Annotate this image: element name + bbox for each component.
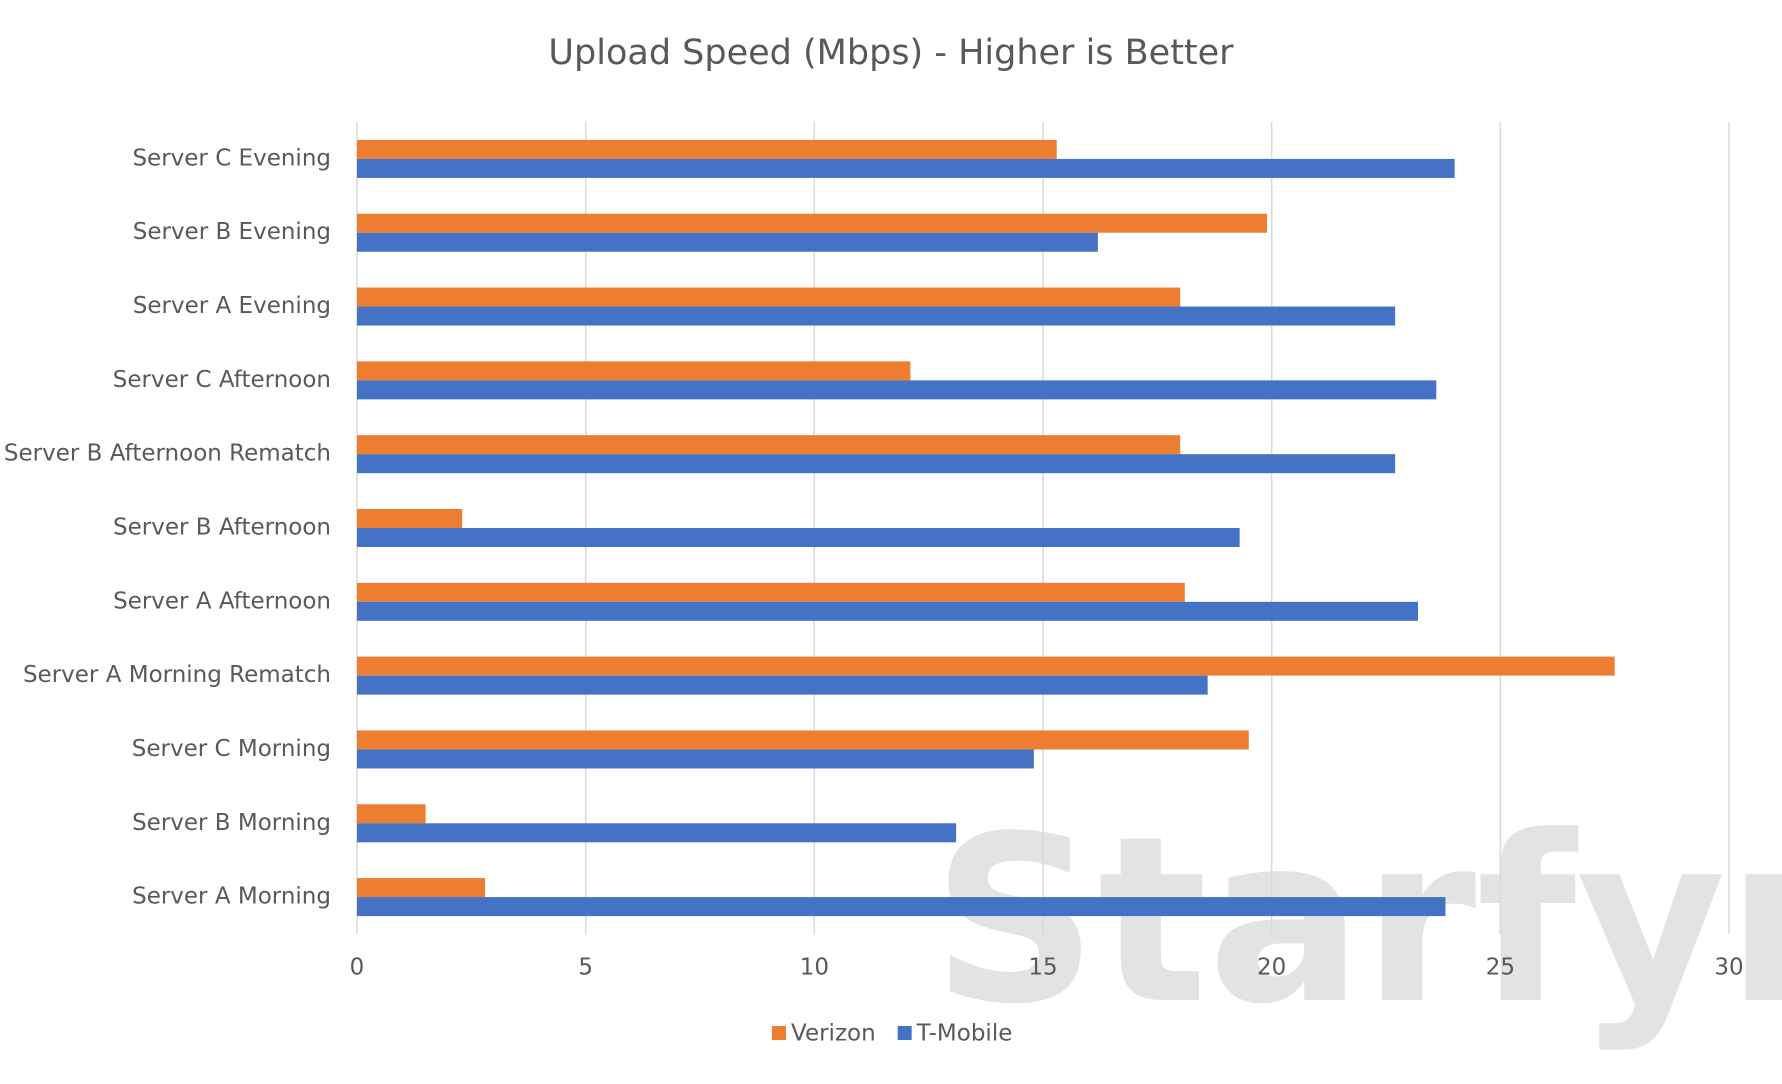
legend-label: T-Mobile — [916, 1021, 1013, 1047]
bar — [357, 232, 1098, 252]
y-tick-label: Server B Evening — [133, 219, 331, 245]
bar — [357, 878, 486, 898]
bar — [357, 380, 1437, 400]
bar — [357, 528, 1240, 547]
y-tick-label: Server C Evening — [132, 145, 331, 171]
y-tick-label: Server C Morning — [132, 736, 331, 762]
bar — [357, 454, 1396, 474]
bar — [357, 361, 911, 381]
bar — [357, 509, 463, 528]
x-tick-label: 20 — [1257, 955, 1286, 981]
bar — [357, 582, 1185, 602]
chart-title: Upload Speed (Mbps) - Higher is Better — [548, 33, 1234, 73]
bar — [357, 158, 1455, 178]
bar — [357, 730, 1249, 750]
y-tick-label: Server C Afternoon — [113, 367, 331, 393]
y-tick-label: Server B Afternoon Rematch — [4, 441, 331, 467]
bar — [357, 749, 1034, 769]
y-tick-label: Server A Evening — [133, 293, 331, 319]
legend-swatch — [772, 1026, 786, 1040]
x-tick-label: 25 — [1486, 955, 1515, 981]
legend-swatch — [897, 1026, 912, 1040]
y-tick-label: Server A Morning Rematch — [23, 662, 331, 688]
x-tick-label: 30 — [1714, 955, 1743, 981]
bar — [357, 139, 1057, 159]
bar — [357, 823, 957, 843]
y-tick-label: Server A Morning — [132, 884, 331, 910]
y-tick-label: Server B Morning — [132, 810, 331, 836]
x-tick-label: 0 — [350, 955, 365, 981]
x-tick-label: 5 — [578, 955, 593, 981]
bar — [357, 656, 1615, 676]
watermark: Starfyre — [932, 788, 1782, 1055]
x-tick-label: 15 — [1028, 955, 1057, 981]
bar — [357, 601, 1419, 621]
y-tick-label: Server A Afternoon — [113, 588, 331, 614]
bar — [357, 897, 1446, 917]
bar — [357, 306, 1396, 326]
legend-label: Verizon — [791, 1021, 876, 1047]
bar — [357, 287, 1181, 307]
bar — [357, 213, 1268, 233]
bar — [357, 435, 1181, 455]
bar — [357, 675, 1208, 695]
y-tick-label: Server B Afternoon — [113, 515, 331, 541]
x-tick-label: 10 — [800, 955, 829, 981]
bar — [357, 804, 426, 824]
